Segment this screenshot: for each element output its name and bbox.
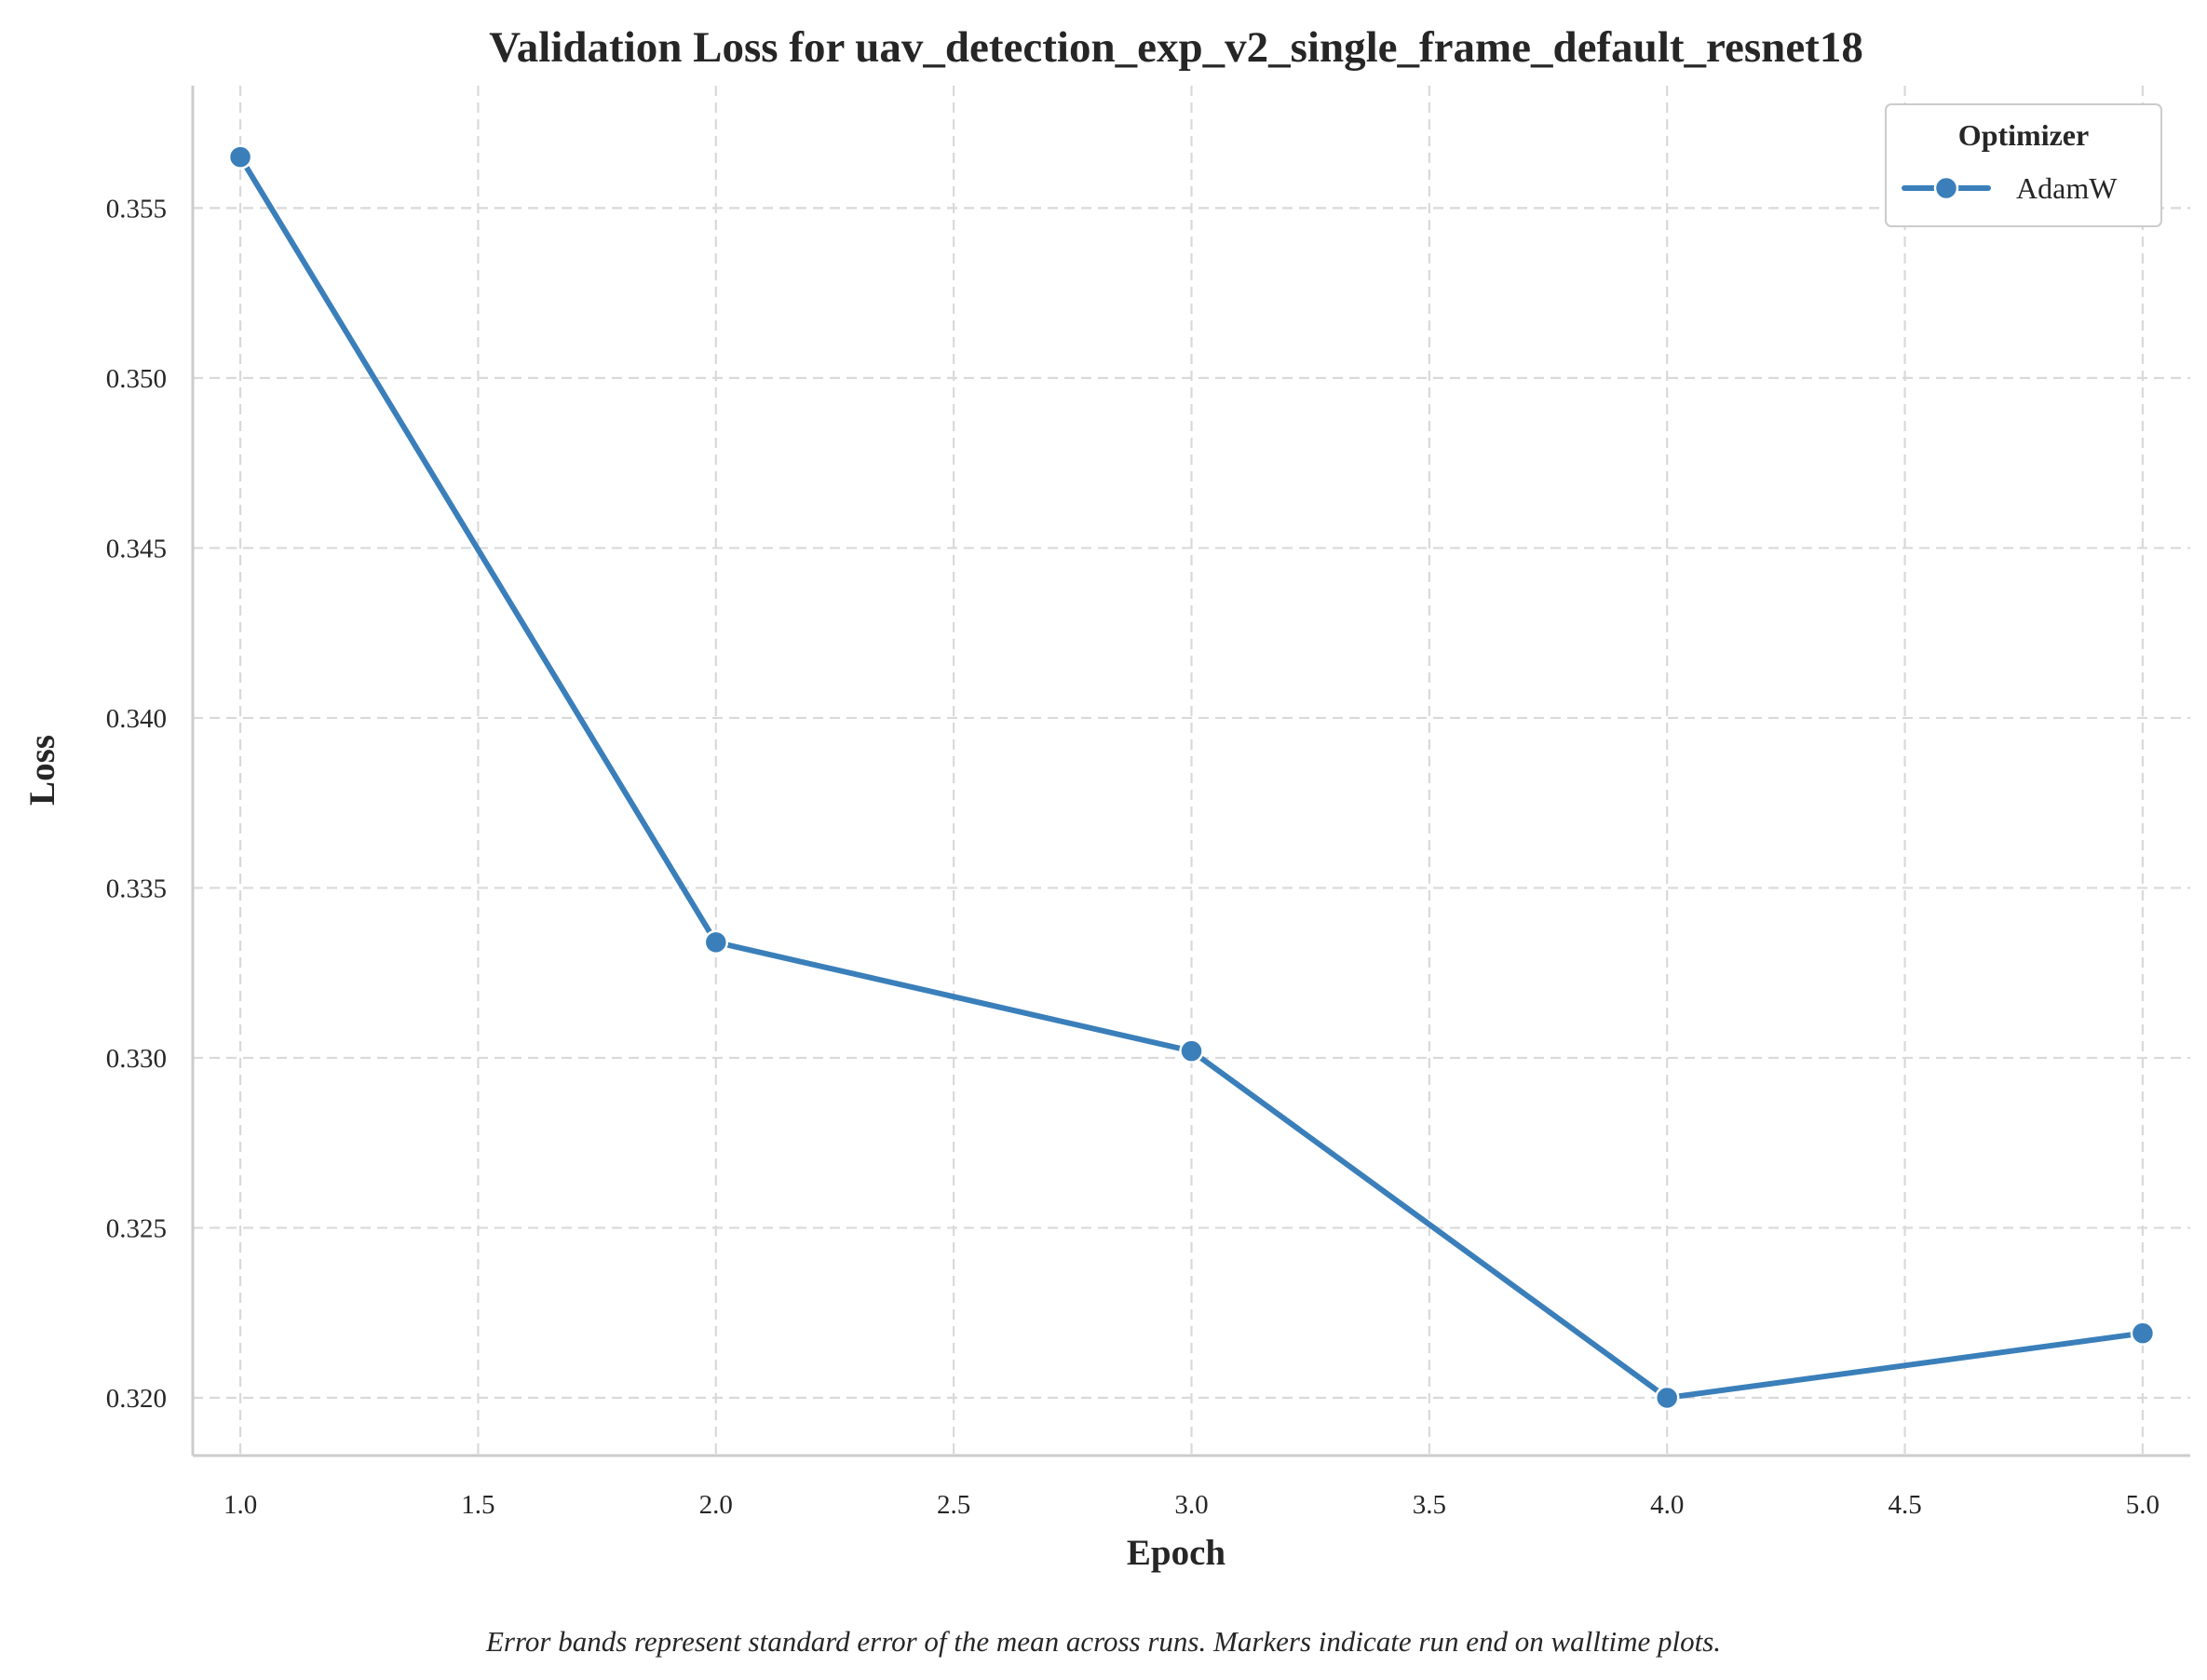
y-tick-label: 0.320 xyxy=(106,1384,167,1414)
y-tick-label: 0.325 xyxy=(106,1213,167,1243)
legend: Optimizer AdamW xyxy=(1885,103,2162,227)
x-tick-label: 2.0 xyxy=(699,1490,733,1520)
chart-title: Validation Loss for uav_detection_exp_v2… xyxy=(489,23,1863,72)
x-tick-label: 4.5 xyxy=(1888,1490,1921,1520)
chart-caption: Error bands represent standard error of … xyxy=(485,1625,1721,1658)
x-tick-label: 1.0 xyxy=(223,1490,257,1520)
x-axis-title: Epoch xyxy=(1127,1533,1226,1573)
legend-marker-adamw xyxy=(1933,175,1959,201)
x-tick-label: 3.5 xyxy=(1413,1490,1446,1520)
y-axis-title: Loss xyxy=(22,735,62,806)
x-tick-label: 1.5 xyxy=(461,1490,494,1520)
x-tick-label: 2.5 xyxy=(937,1490,970,1520)
y-tick-labels: 0.320 0.325 0.330 0.335 0.340 0.345 0.350 0.355 xyxy=(106,194,167,1414)
y-tick-label: 0.335 xyxy=(106,874,167,903)
legend-title: Optimizer xyxy=(1958,118,2089,152)
x-tick-label: 3.0 xyxy=(1174,1490,1208,1520)
legend-label-adamw: AdamW xyxy=(2016,171,2118,205)
x-tick-label: 5.0 xyxy=(2126,1490,2160,1520)
y-tick-label: 0.330 xyxy=(106,1044,167,1074)
data-point-marker xyxy=(1654,1385,1680,1411)
data-point-marker xyxy=(703,929,729,955)
series-layer xyxy=(227,144,2156,1411)
data-point-marker xyxy=(227,144,253,169)
y-tick-label: 0.340 xyxy=(106,704,167,734)
x-tick-label: 4.0 xyxy=(1650,1490,1684,1520)
data-point-marker xyxy=(1179,1038,1204,1064)
y-tick-label: 0.350 xyxy=(106,364,167,394)
x-tick-labels: 1.0 1.5 2.0 2.5 3.0 3.5 4.0 4.5 5.0 xyxy=(223,1490,2160,1520)
y-tick-label: 0.355 xyxy=(106,194,167,224)
axes xyxy=(191,86,2190,1457)
data-point-marker xyxy=(2130,1321,2156,1346)
y-tick-label: 0.345 xyxy=(106,534,167,563)
